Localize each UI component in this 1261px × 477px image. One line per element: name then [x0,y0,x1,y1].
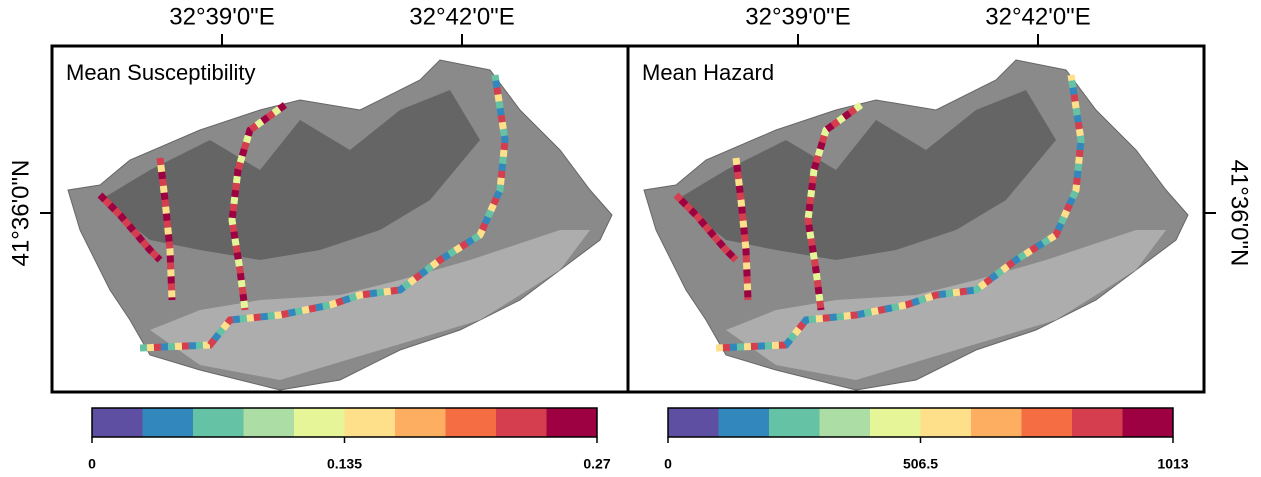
colorbar-bin [820,408,871,437]
figure: Mean Susceptibility 32°39'0"E 32°42'0"E 0 0.… [0,0,1261,477]
colorbar-tick-label: 0.135 [327,456,362,472]
colorbar-bin [92,408,143,437]
latitude-label: 41°36'0"N [7,160,34,267]
colorbar-bin [971,408,1022,437]
colorbar-bin [921,408,972,437]
colorbar-tick-label: 0 [664,456,672,472]
longitude-label: 32°42'0"E [985,3,1090,30]
colorbar-tick-label: 1013 [1157,456,1188,472]
panel-title: Mean Hazard [642,60,774,85]
colorbar-bin [395,408,446,437]
longitude-label: 32°42'0"E [409,3,514,30]
colorbar-tick-label: 506.5 [903,456,938,472]
colorbar-bin [870,408,921,437]
colorbar-bin [345,408,396,437]
terrain [68,60,612,390]
map-panel: Mean Susceptibility 32°39'0"E 32°42'0"E 0 0.… [52,3,628,471]
colorbar-tick-label: 0 [88,456,96,472]
latitude-label: 41°36'0"N [1226,160,1253,267]
terrain [644,60,1188,390]
longitude-label: 32°39'0"E [745,3,850,30]
colorbar-bin [719,408,770,437]
colorbar-bin [1022,408,1073,437]
colorbar-bin [1123,408,1174,437]
colorbar-bin [547,408,598,437]
colorbar-bin [143,408,194,437]
colorbar-bin [446,408,497,437]
colorbar-bin [769,408,820,437]
panel-title: Mean Susceptibility [66,60,256,85]
colorbar-bin [294,408,345,437]
colorbar-bin [244,408,295,437]
page: Mean Susceptibility 32°39'0"E 32°42'0"E 0 0.… [0,0,1261,477]
colorbar-bin [1072,408,1123,437]
longitude-label: 32°39'0"E [169,3,274,30]
colorbar-bin [496,408,547,437]
colorbar-tick-label: 0.27 [583,456,610,472]
map-panel: Mean Hazard 32°39'0"E 32°42'0"E 0 506.5 1013 [628,3,1204,471]
colorbar-bin [193,408,244,437]
colorbar-bin [668,408,719,437]
